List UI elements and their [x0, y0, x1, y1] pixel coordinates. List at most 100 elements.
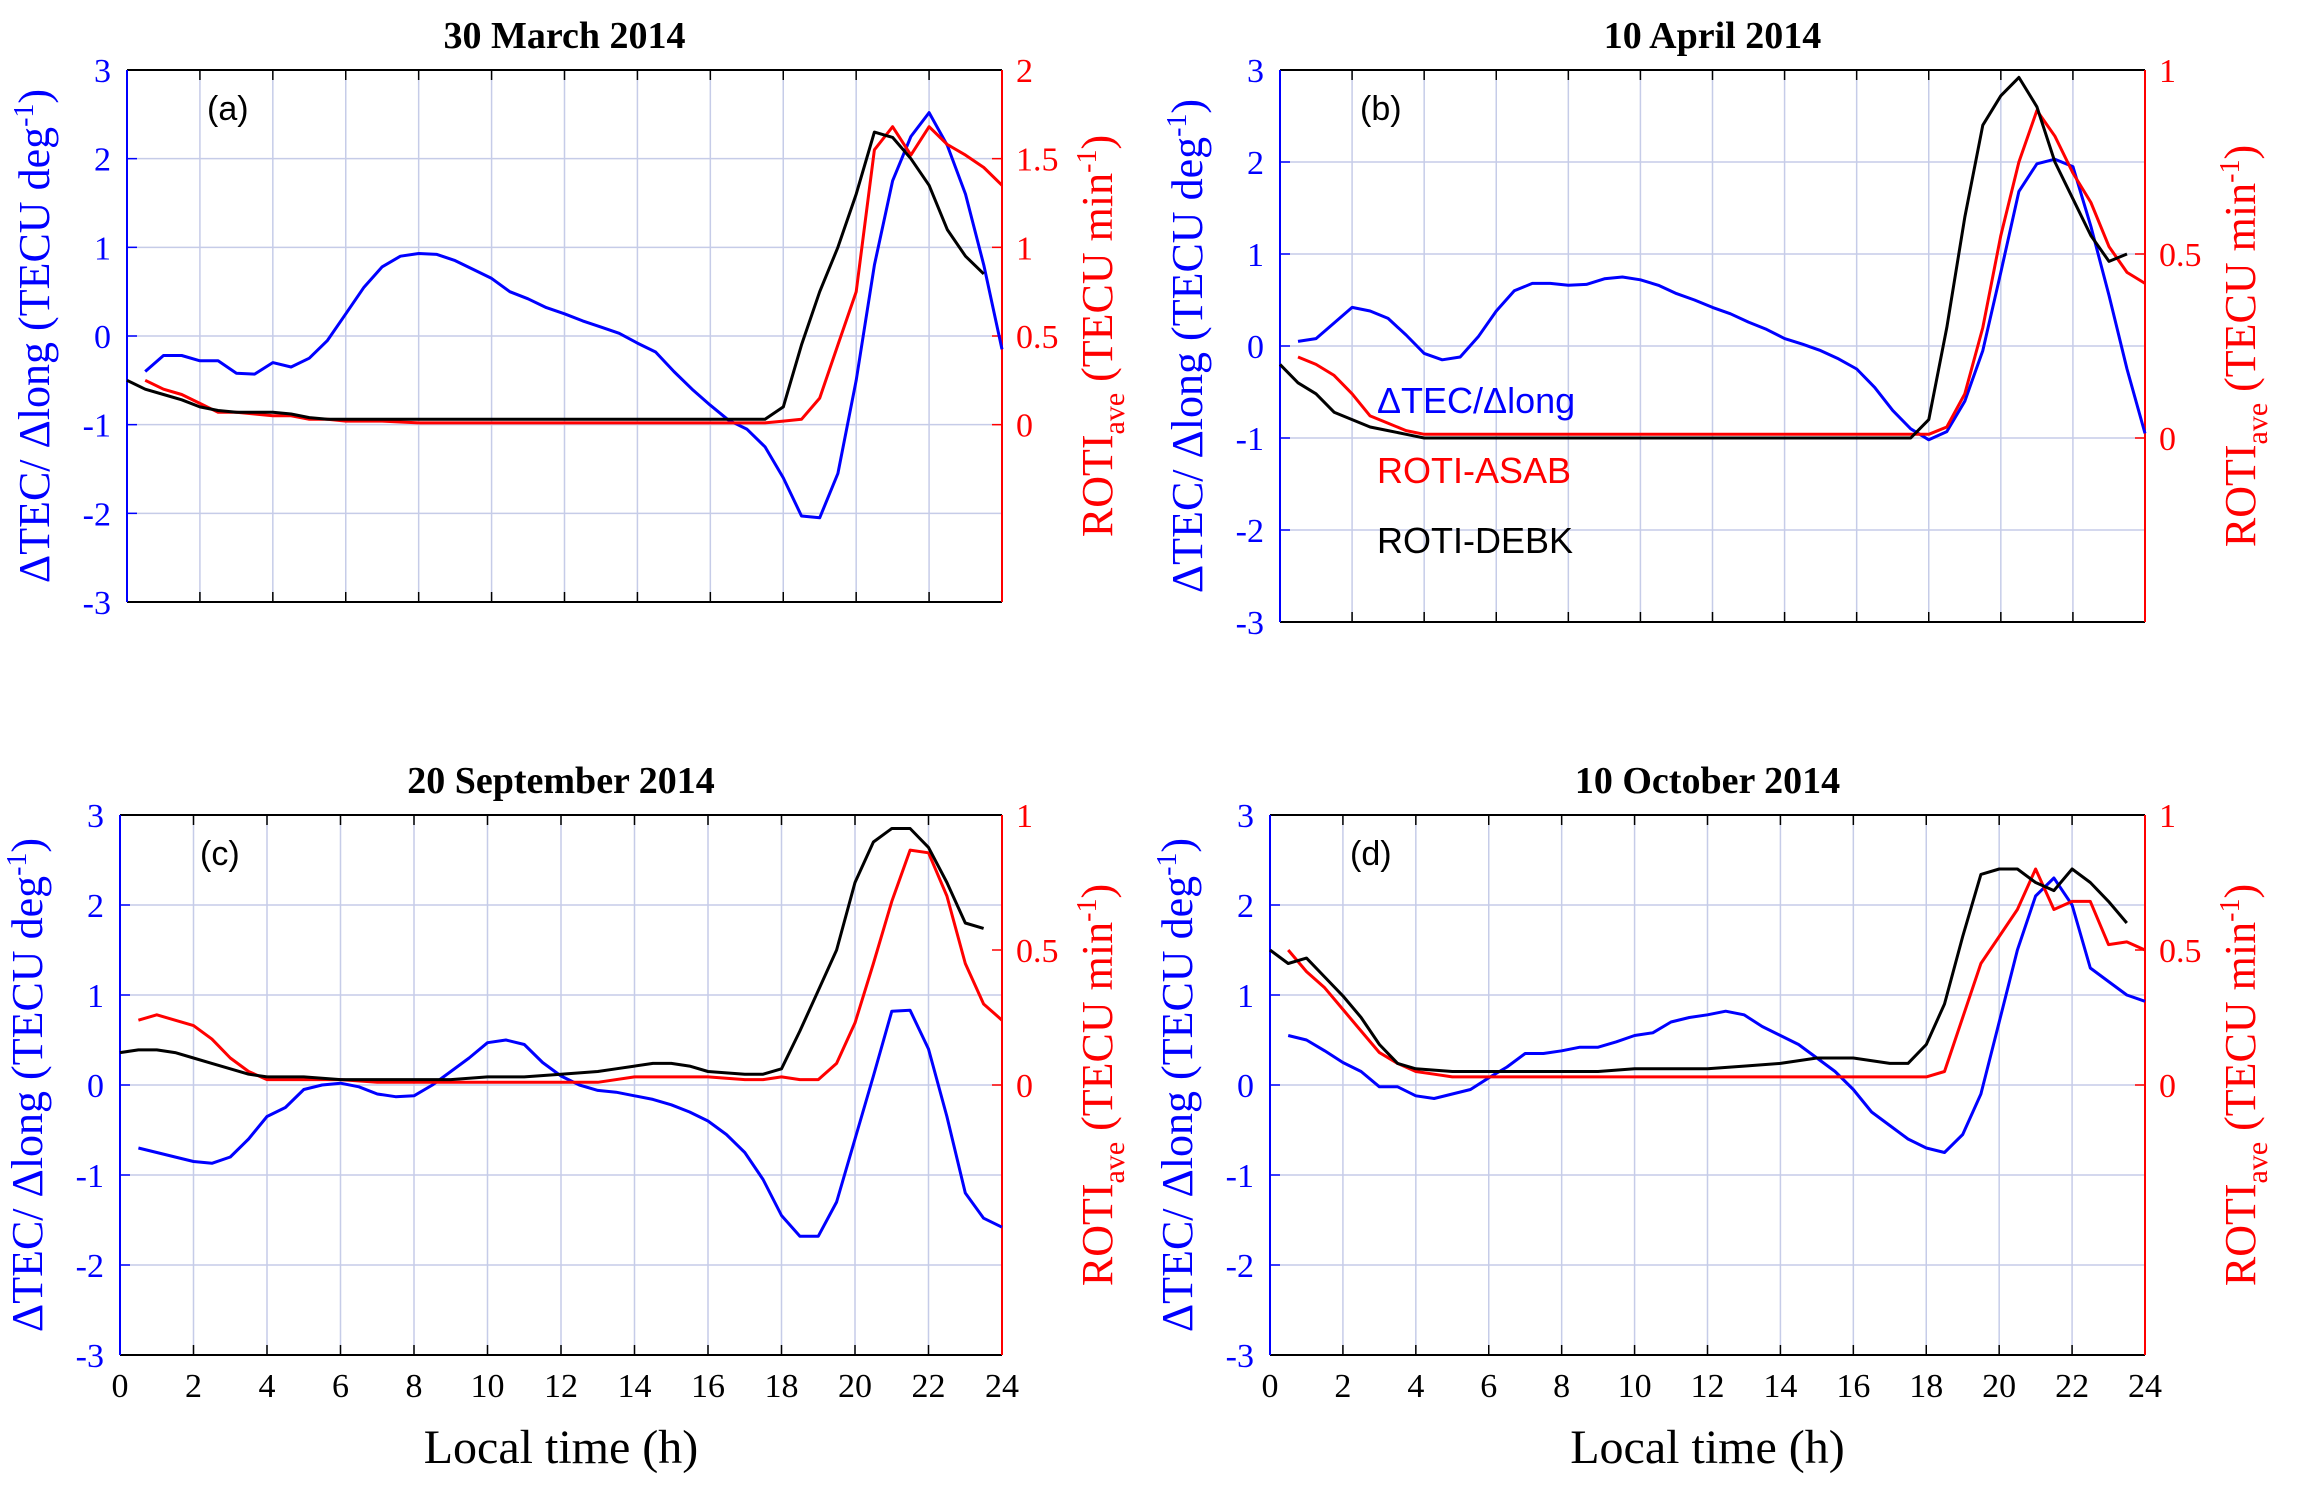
y-left-label-delta: Δ	[1163, 565, 1212, 593]
y-right-label-roti: ROTI	[1073, 1183, 1122, 1286]
y-right-tick-label: 1	[1016, 230, 1033, 267]
y-left-label-long: long (TECU deg	[1163, 137, 1212, 430]
y-right-label-close: )	[2216, 884, 2265, 899]
y-left-tick-label: 3	[1237, 798, 1254, 835]
legend-item-1: ΔTEC/Δlong	[1377, 380, 1575, 421]
panel-2: -3 -2 -1 0 1 2 3 0 0.5 1 10 April 2014 (b) ΔTEC/ Δlo…	[1162, 15, 2274, 642]
y-left-tick-label: 2	[1237, 888, 1254, 925]
y-right-tick-label: 0	[1016, 1068, 1033, 1105]
x-tick-label: 18	[765, 1368, 799, 1405]
x-tick-label: 0	[1262, 1368, 1279, 1405]
y-right-label-sup: -1	[1072, 150, 1103, 173]
x-tick-label: 22	[912, 1368, 946, 1405]
x-tick-label: 6	[332, 1368, 349, 1405]
y-left-tick-label: 3	[87, 798, 104, 835]
y-left-tick-label: -3	[83, 585, 111, 622]
x-tick-label: 10	[471, 1368, 505, 1405]
y-left-tick-label: -1	[1226, 1158, 1254, 1195]
y-right-tick-label: 0.5	[2159, 933, 2202, 970]
x-tick-label: 22	[2055, 1368, 2089, 1405]
y-right-label-roti: ROTI	[2216, 444, 2265, 547]
y-left-label-sup: -1	[1152, 853, 1183, 876]
y-right-label-unit: (TECU min	[1073, 922, 1122, 1131]
legend-item-2: ROTI-ASAB	[1377, 450, 1571, 491]
y-left-label-tec: TEC/	[3, 1197, 52, 1303]
y-right-label-sub: ave	[1098, 1142, 1131, 1184]
series-rotiasab-line	[137, 848, 1003, 1084]
y-right-tick-label: 1	[1016, 798, 1033, 835]
panel-title: 10 October 2014	[1575, 760, 1840, 802]
y-right-label-sub: ave	[2241, 1142, 2274, 1184]
y-right-label-roti: ROTI	[2216, 1183, 2265, 1286]
series-rotidebk-line	[119, 827, 985, 1082]
x-tick-label: 4	[259, 1368, 276, 1405]
y-right-tick-label: 1	[2159, 798, 2176, 835]
y-left-label-delta2: Δ	[1153, 1169, 1202, 1197]
panel-label: (c)	[200, 835, 240, 873]
y-left-tick-label: 0	[87, 1068, 104, 1105]
x-tick-label: 14	[618, 1368, 652, 1405]
y-right-label-close: )	[1073, 135, 1122, 150]
y-right-label-unit: (TECU min	[1073, 173, 1122, 382]
y-right-tick-label: 0.5	[1016, 319, 1059, 356]
y-left-tick-label: 3	[94, 53, 111, 90]
y-left-tick-label: 0	[94, 319, 111, 356]
y-right-label-spacer	[2216, 392, 2265, 403]
x-tick-label: 20	[838, 1368, 872, 1405]
y-right-label-sup: -1	[2215, 160, 2246, 183]
x-tick-label: 8	[406, 1368, 423, 1405]
y-right-tick-label: 0.5	[2159, 237, 2202, 274]
y-left-label-long: long (TECU deg	[3, 876, 52, 1169]
y-left-axis-label: ΔTEC/ Δlong (TECU deg-1)	[1152, 838, 1202, 1332]
y-left-label-delta2: Δ	[1163, 430, 1212, 458]
x-tick-label: 14	[1763, 1368, 1797, 1405]
panel-label: (b)	[1360, 90, 1402, 128]
y-left-tick-label: -2	[1236, 513, 1264, 550]
y-right-tick-label: 1	[2159, 53, 2176, 90]
x-tick-label: 2	[185, 1368, 202, 1405]
y-right-label-roti: ROTI	[1073, 434, 1122, 537]
y-left-tick-label: 3	[1247, 53, 1264, 90]
y-right-axis-label: ROTIave (TECU min-1)	[1072, 884, 1131, 1286]
y-right-label-unit: (TECU min	[2216, 183, 2265, 392]
y-right-label-close: )	[2216, 145, 2265, 160]
panel-1: -3 -2 -1 0 1 2 3 0 0.5 1 1.5 2 30 March 2014 (a) ΔTEC/…	[9, 15, 1131, 622]
x-tick-label: 10	[1618, 1368, 1652, 1405]
x-tick-label: 0	[112, 1368, 129, 1405]
y-left-label-close: )	[1163, 99, 1212, 114]
y-left-tick-label: 2	[1247, 145, 1264, 182]
y-left-tick-label: -3	[76, 1338, 104, 1375]
y-right-label-sub: ave	[1098, 393, 1131, 435]
y-left-tick-label: -3	[1236, 605, 1264, 642]
y-right-tick-label: 0	[2159, 421, 2176, 458]
y-left-tick-label: -1	[76, 1158, 104, 1195]
y-left-label-delta: Δ	[3, 1304, 52, 1332]
y-left-label-long: long (TECU deg	[1153, 876, 1202, 1169]
y-left-label-delta: Δ	[1153, 1304, 1202, 1332]
series-teclong-line	[1287, 876, 2146, 1154]
y-left-tick-label: 1	[87, 978, 104, 1015]
y-left-tick-label: 1	[1237, 978, 1254, 1015]
x-tick-label: 12	[1691, 1368, 1725, 1405]
series-teclong-line	[138, 1008, 1003, 1238]
series-rotidebk-line	[1278, 75, 2128, 440]
y-left-label-sup: -1	[1162, 114, 1193, 137]
y-right-axis-label: ROTIave (TECU min-1)	[1072, 135, 1131, 537]
y-right-tick-label: 0	[1016, 408, 1033, 445]
y-right-label-spacer	[1073, 1131, 1122, 1142]
panel-label: (a)	[207, 90, 249, 128]
y-left-tick-label: -2	[83, 496, 111, 533]
y-right-tick-label: 0.5	[1016, 933, 1059, 970]
y-left-axis-label: ΔTEC/ Δlong (TECU deg-1)	[1162, 99, 1212, 593]
x-tick-label: 18	[1909, 1368, 1943, 1405]
series-rotidebk-line	[1269, 867, 2128, 1073]
y-left-tick-label: 1	[94, 230, 111, 267]
panel-label: (d)	[1350, 835, 1392, 873]
y-left-label-tec: TEC/	[1153, 1197, 1202, 1303]
series-rotiasab-line	[144, 125, 1004, 425]
y-right-label-close: )	[1073, 884, 1122, 899]
y-right-tick-label: 1.5	[1016, 142, 1059, 179]
